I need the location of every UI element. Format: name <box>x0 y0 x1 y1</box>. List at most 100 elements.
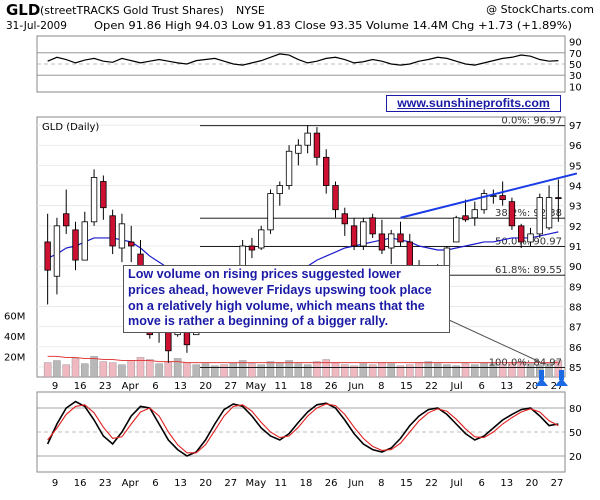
volume-bar <box>220 364 228 378</box>
price-tick-label: 85 <box>569 363 582 374</box>
volume-bar <box>415 362 423 378</box>
candle <box>471 201 478 226</box>
volume-bar <box>368 364 377 378</box>
candle-body-down <box>462 215 469 221</box>
volume-bar <box>424 361 433 378</box>
volume-bar <box>108 362 117 378</box>
price-x-tick-label: 22 <box>425 381 438 392</box>
volume-bar <box>201 363 210 378</box>
volume-bar <box>183 362 191 378</box>
volume-bar <box>164 361 173 378</box>
stochastic-tick-label: 80 <box>569 404 582 415</box>
candle <box>258 225 265 251</box>
symbol-label: GLD <box>6 1 40 19</box>
candle-body-down <box>508 201 516 227</box>
fib-level-label: 61.8%: 89.55 <box>495 265 562 276</box>
candle-body-down <box>248 245 256 251</box>
volume-bar <box>257 364 265 378</box>
ohlc-stats: Open 91.86 High 94.03 Low 91.83 Close 93… <box>94 20 572 32</box>
stochastic-x-tick-label: 13 <box>500 478 513 489</box>
volume-bar <box>480 362 488 378</box>
candle-body-up <box>53 225 61 277</box>
stochastic-x-tick-label: 15 <box>400 478 413 489</box>
candle-body-up <box>453 217 460 243</box>
price-x-tick-label: 26 <box>325 381 338 392</box>
volume-bar <box>526 363 535 378</box>
price-x-tick-label: 27 <box>551 381 564 392</box>
volume-bar <box>155 363 163 378</box>
candle <box>118 213 126 263</box>
price-tick-label: 88 <box>569 302 582 313</box>
rsi-tick-label: 70 <box>569 49 582 60</box>
stochastic-d-line <box>47 403 559 454</box>
volume-bar <box>173 358 182 378</box>
volume-bar <box>341 364 349 378</box>
exchange-label: NYSE <box>236 4 265 17</box>
candle <box>276 181 283 206</box>
fib-level-label: 100.0%: 84.97 <box>489 358 562 369</box>
candle-body-down <box>369 217 376 235</box>
candle-body-up <box>360 221 367 247</box>
stochastic-x-tick-label: 16 <box>74 478 87 489</box>
candle-body-up <box>258 229 265 249</box>
arrow-up-icon <box>535 378 548 386</box>
arrow-shaft <box>539 370 544 380</box>
candle-body-down <box>341 213 348 225</box>
volume-bar <box>53 360 61 378</box>
candle-body-up <box>81 221 88 261</box>
candle <box>267 189 274 234</box>
volume-bar <box>387 363 395 378</box>
price-x-tick-label: 23 <box>99 381 112 392</box>
price-tick-label: 90 <box>569 262 582 273</box>
candle-body-down <box>518 225 525 243</box>
candle-body-up <box>276 185 283 194</box>
stochastic-x-tick-label: May <box>245 478 266 489</box>
candle <box>332 181 339 218</box>
volume-bar <box>489 363 498 378</box>
volume-bar <box>294 363 303 378</box>
volume-bar <box>266 361 275 378</box>
stochastic-x-tick-label: 23 <box>99 478 112 489</box>
volume-bar <box>359 363 368 378</box>
candle <box>527 227 534 246</box>
price-x-tick-label: 16 <box>74 381 87 392</box>
stochastic-x-tick-label: 27 <box>551 478 564 489</box>
stochastic-x-tick-label: 20 <box>526 478 539 489</box>
rsi-tick-label: 30 <box>569 71 582 82</box>
volume-bar <box>303 364 312 378</box>
security-name: (streetTRACKS Gold Trust Shares) <box>40 4 224 17</box>
candle <box>388 229 395 265</box>
volume-bar <box>43 362 52 378</box>
price-tick-label: 87 <box>569 323 582 334</box>
candle <box>285 145 293 190</box>
axis-layer: 8586878889909192939495969720M40M60M99161… <box>4 121 582 489</box>
volume-bar <box>433 363 442 378</box>
stochastic-x-tick-label: 26 <box>325 478 338 489</box>
candle <box>518 223 525 249</box>
volume-bar <box>517 361 525 378</box>
candle-body-down <box>72 229 79 261</box>
volume-tick-label: 20M <box>4 352 25 363</box>
price-x-tick-label: 11 <box>275 381 288 392</box>
candle-body-down <box>499 195 506 201</box>
candle <box>536 193 543 238</box>
volume-bar <box>452 365 460 378</box>
rsi-tick-label: 10 <box>569 82 582 93</box>
candle-body-down <box>323 156 330 186</box>
price-x-tick-label: Apr <box>122 381 140 392</box>
volume-bar <box>136 357 145 378</box>
volume-arrow-1 <box>535 370 548 386</box>
volume-bar <box>554 360 563 378</box>
candle <box>248 237 256 259</box>
price-tick-label: 93 <box>569 202 582 213</box>
stochastic-tick-label: 20 <box>569 452 582 463</box>
price-tick-label: 92 <box>569 222 582 233</box>
candle <box>295 139 302 166</box>
candle-body-up <box>295 144 302 154</box>
fib-level-label: 0.0%: 96.97 <box>501 116 562 127</box>
website-link[interactable]: www.sunshineprofits.com <box>386 95 561 112</box>
annotation-box: Low volume on rising prices suggested lo… <box>123 265 450 333</box>
stochastic-x-tick-label: 13 <box>174 478 187 489</box>
candle-body-up <box>527 233 534 243</box>
